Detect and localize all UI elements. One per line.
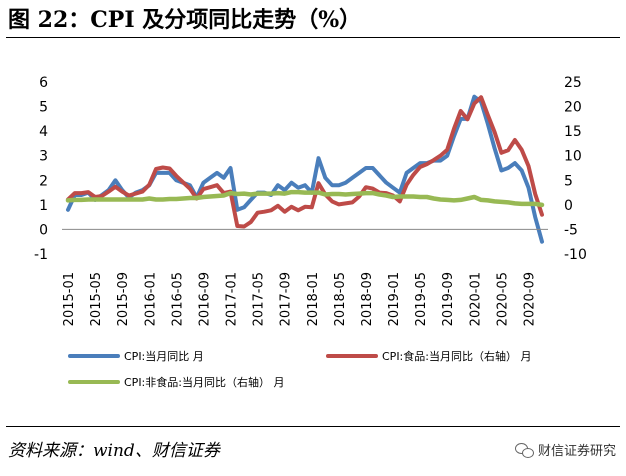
wechat-icon: [514, 442, 534, 458]
left-axis-tick-label: 0: [39, 222, 48, 238]
right-axis-tick-label: 5: [564, 173, 573, 189]
x-axis-tick-label: 2018-01: [306, 272, 321, 326]
right-axis-tick-label: 25: [564, 75, 582, 91]
left-axis-tick-label: -1: [34, 247, 48, 263]
x-axis-tick-label: 2018-05: [333, 272, 348, 326]
x-axis-tick-label: 2016-09: [197, 272, 212, 326]
x-axis-tick-label: 2017-05: [252, 272, 267, 326]
x-axis-tick-label: 2015-01: [62, 272, 77, 326]
footer-divider: [6, 426, 620, 427]
left-axis-tick-label: 6: [39, 75, 48, 91]
series-line-cpi: [66, 94, 544, 244]
legend-label-cpi: CPI:当月同比 月: [124, 349, 204, 363]
left-axis-tick-label: 1: [39, 198, 48, 214]
legend-label-nonfood: CPI:非食品:当月同比（右轴） 月: [124, 375, 284, 389]
right-axis-tick-label: 15: [564, 124, 582, 140]
x-axis-tick-label: 2019-05: [414, 272, 429, 326]
right-axis-tick-label: -10: [564, 247, 587, 263]
right-axis-tick-label: 10: [564, 149, 582, 165]
brand-name: 财信证券研究: [537, 444, 616, 459]
right-axis-tick-label: -5: [564, 222, 578, 238]
x-axis-tick-label: 2019-09: [441, 272, 456, 326]
x-axis-tick-label: 2016-05: [170, 272, 185, 326]
x-axis-tick-label: 2015-09: [116, 272, 131, 326]
legend-label-food: CPI:食品:当月同比（右轴） 月: [382, 349, 531, 363]
title-divider: [6, 37, 620, 38]
left-axis-tick-label: 3: [39, 149, 48, 165]
left-axis-tick-label: 5: [39, 100, 48, 116]
x-axis-tick-label: 2015-05: [89, 272, 104, 326]
chart-title: 图 22：CPI 及分项同比走势（%）: [8, 7, 362, 33]
left-axis-tick-label: 4: [39, 124, 48, 140]
x-axis-tick-label: 2017-09: [279, 272, 294, 326]
left-axis-tick-label: 2: [39, 173, 48, 189]
x-axis-tick-label: 2016-01: [143, 272, 158, 326]
x-axis-tick-label: 2018-09: [360, 272, 375, 326]
series-line-nonfood: [65, 189, 545, 208]
series-line-food: [66, 95, 544, 229]
x-axis-tick-label: 2020-09: [522, 272, 537, 326]
legend: CPI:当月同比 月 CPI:食品:当月同比（右轴） 月 CPI:非食品:当月同比（…: [68, 349, 531, 389]
brand-mark: 财信证券研究: [514, 440, 616, 459]
x-axis-tick-label: 2020-05: [495, 272, 510, 326]
x-axis-tick-label: 2019-01: [387, 272, 402, 326]
right-axis-tick-label: 0: [564, 198, 573, 214]
right-axis-tick-label: 20: [564, 100, 582, 116]
source-note: 资料来源：wind、财信证券: [8, 441, 220, 461]
plot-area: [65, 94, 545, 244]
x-axis-tick-label: 2020-01: [468, 272, 483, 326]
x-axis-tick-label: 2017-01: [225, 272, 240, 326]
